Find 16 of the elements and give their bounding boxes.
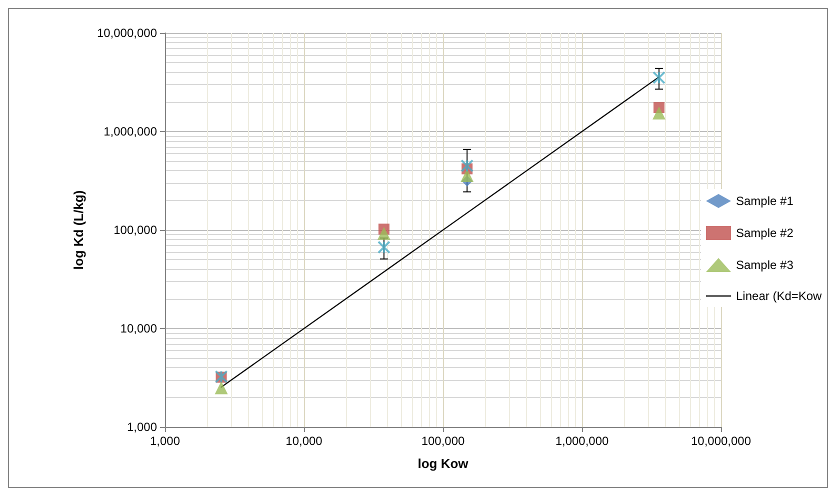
y-tick-label: 10,000,000 bbox=[96, 26, 158, 40]
x-tick-label: 10,000 bbox=[286, 434, 323, 448]
y-tick-label: 1,000,000 bbox=[104, 124, 158, 138]
legend-label: Sample #2 bbox=[736, 226, 794, 240]
legend-label: Linear (Kd=Kow bbox=[736, 289, 822, 303]
x-axis-title: log Kow bbox=[418, 456, 470, 471]
y-axis-title: log Kd (L/kg) bbox=[71, 190, 86, 270]
y-tick-label: 10,000 bbox=[120, 322, 158, 336]
x-tick-label: 1,000 bbox=[150, 434, 180, 448]
y-tick-label: 1,000 bbox=[126, 420, 158, 434]
y-tick-label: 100,000 bbox=[114, 223, 158, 237]
x-tick-label: 10,000,000 bbox=[690, 434, 752, 448]
legend-label: Sample #3 bbox=[736, 258, 794, 272]
x-tick-label: 100,000 bbox=[421, 434, 466, 448]
legend-label: Sample #1 bbox=[736, 194, 794, 208]
x-tick-label: 1,000,000 bbox=[555, 434, 610, 448]
